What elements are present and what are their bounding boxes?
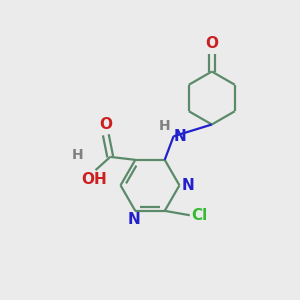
Text: N: N: [174, 129, 186, 144]
Text: OH: OH: [81, 172, 107, 187]
Text: O: O: [99, 117, 112, 132]
Text: O: O: [205, 36, 218, 51]
Text: H: H: [72, 148, 84, 162]
Text: N: N: [128, 212, 140, 227]
Text: H: H: [158, 119, 170, 133]
Text: N: N: [182, 178, 195, 193]
Text: Cl: Cl: [191, 208, 208, 223]
